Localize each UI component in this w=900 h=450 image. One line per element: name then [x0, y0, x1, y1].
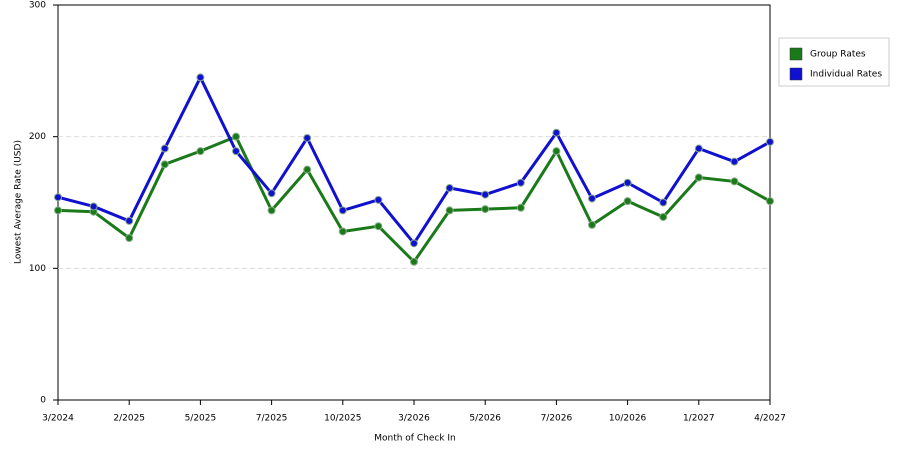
point — [54, 206, 62, 215]
point — [766, 197, 774, 206]
x-tick-label: 1/2027 — [683, 414, 715, 424]
point — [481, 190, 490, 199]
x-tick-label: 3/2026 — [398, 414, 430, 424]
point — [232, 132, 240, 141]
point — [659, 212, 668, 221]
point — [623, 178, 632, 187]
legend-label: Group Rates — [810, 50, 866, 60]
point — [588, 220, 596, 229]
point — [196, 73, 205, 82]
point — [160, 160, 169, 169]
point — [267, 206, 276, 215]
y-tick-label: 300 — [29, 1, 46, 11]
point — [338, 227, 347, 236]
x-tick-label: 7/2026 — [541, 414, 573, 424]
point — [374, 195, 383, 204]
x-tick-label: 5/2025 — [185, 414, 217, 424]
point — [410, 257, 418, 266]
point — [623, 197, 632, 206]
x-tick-label: 3/2024 — [42, 414, 74, 424]
point — [125, 216, 134, 225]
point — [552, 128, 561, 137]
point — [730, 157, 739, 166]
point — [588, 194, 596, 203]
point — [552, 147, 561, 156]
y-tick-label: 0 — [40, 396, 46, 406]
x-tick-label: 10/2026 — [609, 414, 647, 424]
point — [659, 198, 668, 207]
point — [267, 189, 276, 198]
x-tick-label: 4/2027 — [754, 414, 786, 424]
legend-swatch — [789, 67, 803, 81]
point — [303, 133, 312, 142]
legend-label: Individual Rates — [810, 70, 882, 80]
point — [125, 234, 134, 243]
point — [766, 137, 774, 146]
point — [54, 193, 62, 202]
point — [730, 177, 739, 186]
point — [516, 178, 525, 187]
legend-swatch — [789, 47, 803, 61]
y-axis-title: Lowest Average Rate (USD) — [14, 140, 24, 264]
point — [410, 239, 418, 248]
point — [338, 206, 347, 215]
point — [445, 184, 454, 193]
point — [160, 144, 169, 153]
y-tick-label: 200 — [29, 132, 46, 142]
point — [481, 205, 490, 214]
point — [196, 147, 205, 156]
x-tick-label: 7/2025 — [256, 414, 288, 424]
point — [303, 165, 312, 174]
point — [516, 203, 525, 212]
point — [89, 202, 98, 211]
x-tick-label: 10/2025 — [324, 414, 361, 424]
x-tick-label: 2/2025 — [113, 414, 145, 424]
y-tick-label: 100 — [29, 264, 46, 274]
point — [232, 147, 240, 156]
point — [694, 173, 703, 182]
x-axis-title: Month of Check In — [374, 434, 456, 444]
point — [694, 144, 703, 153]
point — [374, 222, 383, 231]
point — [445, 206, 454, 215]
x-tick-label: 5/2026 — [469, 414, 501, 424]
